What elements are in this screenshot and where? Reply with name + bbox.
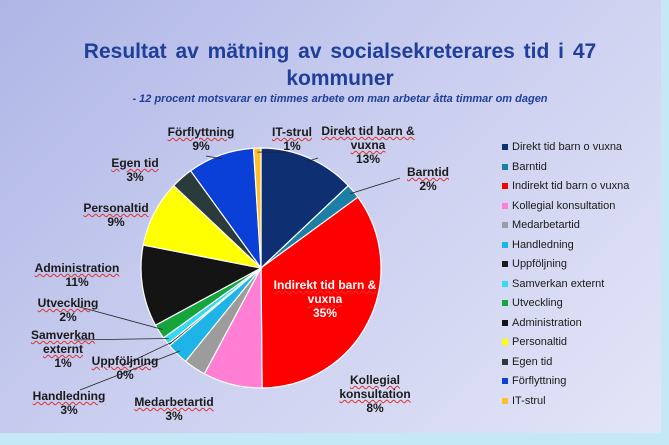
legend-swatch [502, 144, 508, 150]
slice-label-text: Uppföljning [91, 354, 159, 368]
leader-line [121, 341, 172, 367]
slice-percent: 2% [419, 179, 437, 193]
slice-percent: 9% [107, 215, 125, 229]
slice-label: Utveckling 2% [28, 296, 108, 324]
slice-percent: 35% [312, 306, 338, 320]
slice-label: Indirekt tid barn & vuxna 35% [265, 278, 385, 320]
slice-label-text: Barntid [407, 165, 449, 179]
legend-swatch [502, 397, 508, 404]
legend-label: Administration [512, 316, 582, 329]
legend-label: Förflyttning [512, 375, 567, 387]
slice-percent: 0% [116, 368, 134, 382]
slice-label: Medarbetartid 3% [124, 395, 224, 423]
slice-label-text: Förflyttning [167, 125, 235, 139]
pie-slice [260, 196, 382, 389]
slice-label-text: Medarbetartid [134, 395, 214, 409]
slice-label-text: Kollegial konsultation [339, 373, 411, 401]
legend-swatch [502, 378, 508, 384]
slice-label: IT-strul 1% [262, 125, 322, 153]
pie-chart [73, 147, 401, 391]
slice-label: Egen tid 3% [100, 156, 170, 184]
legend-swatch [502, 280, 508, 287]
slice-label: Förflyttning 9% [159, 125, 243, 153]
leader-line [205, 155, 222, 160]
leader-line [79, 350, 181, 391]
legend-label: Handledning [512, 238, 574, 251]
legend-label: Indirekt tid barn o vuxna [512, 180, 630, 192]
legend-swatch [502, 261, 508, 267]
pie-slice [252, 147, 262, 269]
legend-label: Kollegial konsultation [512, 199, 616, 212]
pie-slice [260, 147, 350, 270]
slice-percent: 3% [126, 170, 144, 184]
legend-swatch [502, 319, 508, 326]
legend-label: Egen tid [512, 355, 553, 368]
legend-swatch [502, 202, 508, 209]
legend-label: Utveckling [512, 297, 563, 309]
leader-line [73, 338, 169, 341]
legend-label: Personaltid [512, 336, 568, 348]
chart-subtitle: - 12 procent motsvarar en timmes arbete … [132, 93, 548, 105]
slice-label: Barntid 2% [398, 165, 458, 193]
slice-label: Direkt tid barn & vuxna 13% [318, 124, 418, 166]
slice-percent: 11% [65, 275, 89, 289]
legend-label: Direkt tid barn o vuxna [512, 141, 623, 153]
legend-swatch [502, 163, 508, 170]
legend-swatch [502, 241, 508, 248]
slice-percent: 3% [60, 403, 78, 417]
slice-label: Administration 11% [22, 261, 132, 289]
legend-swatch [502, 300, 508, 306]
legend-swatch [502, 222, 508, 228]
slice-percent: 3% [165, 409, 183, 423]
slice-label: Samverkan externt 1% [28, 328, 98, 370]
slice-label: Handledning 3% [24, 389, 114, 417]
slice-percent: 1% [54, 356, 72, 370]
legend-label: Medarbetartid [512, 219, 580, 231]
legend-swatch [502, 183, 508, 189]
slice-percent: 2% [59, 310, 77, 324]
legend-label: Barntid [512, 160, 547, 173]
slice-label-text: Handledning [32, 389, 106, 403]
slice-label-text: Direkt tid barn & vuxna [321, 124, 415, 152]
leader-line [306, 157, 319, 162]
legend-label: IT-strul [512, 394, 546, 407]
slice-percent: 9% [192, 139, 210, 153]
slice-label-text: IT-strul [271, 125, 312, 139]
slice-percent: 13% [355, 152, 381, 166]
slice-label-text: Administration [34, 261, 120, 275]
legend-label: Uppföljning [512, 258, 568, 270]
slice-percent: 1% [283, 139, 301, 153]
slice-label: Uppföljning 0% [82, 354, 168, 382]
slice-label: Kollegial konsultation 8% [330, 373, 420, 415]
legend-swatch [502, 339, 508, 345]
legend-label: Samverkan externt [512, 277, 605, 290]
slice-label-text: Indirekt tid barn & vuxna [273, 278, 377, 306]
leader-line [350, 177, 401, 195]
pie-slice [140, 244, 263, 326]
legend-swatch [502, 358, 508, 365]
slice-label-text: Samverkan externt [30, 328, 96, 356]
slice-label-text: Personaltid [83, 201, 149, 215]
chart-title: Resultat av mätning av socialsekreterare… [83, 40, 597, 90]
slice-label: Personaltid 9% [66, 201, 166, 229]
slice-percent: 8% [366, 401, 384, 415]
slice-label-text: Utveckling [37, 296, 99, 310]
leader-line [75, 305, 163, 330]
slice-label-text: Egen tid [111, 156, 159, 170]
